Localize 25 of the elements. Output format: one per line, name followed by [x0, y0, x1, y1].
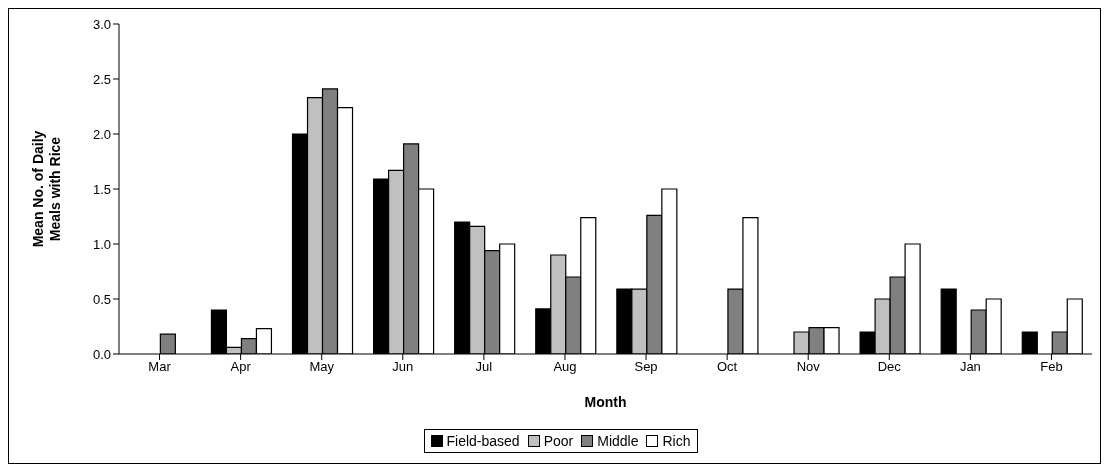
y-tick-label: 0.0: [92, 346, 111, 362]
legend-label: Field-based: [446, 433, 520, 449]
y-tick-label: 2.5: [92, 71, 111, 87]
x-tick-label: Aug: [553, 359, 577, 375]
legend-label: Middle: [597, 433, 639, 449]
x-tick-label: Jun: [392, 359, 414, 375]
y-tick-label: 1.0: [92, 236, 111, 252]
y-axis-title: Mean No. of Daily Meals with Rice: [30, 130, 63, 248]
x-tick-label: Nov: [796, 359, 821, 375]
x-tick-label: Apr: [230, 359, 252, 375]
x-axis-title: Month: [584, 394, 627, 410]
x-tick-label: Sep: [634, 359, 658, 375]
legend-label: Rich: [662, 433, 691, 449]
x-tick-label: Dec: [877, 359, 902, 375]
y-tick-label: 1.5: [92, 181, 111, 197]
x-tick-label: Jul: [475, 359, 493, 375]
x-tick-label: Jan: [959, 359, 981, 375]
x-tick-label: Oct: [717, 359, 738, 375]
y-tick-label: 3.0: [92, 16, 111, 32]
y-tick-label: 0.5: [92, 291, 111, 307]
y-tick-label: 2.0: [92, 126, 111, 142]
x-tick-label: Feb: [1040, 359, 1063, 375]
x-tick-label: Mar: [148, 359, 172, 375]
legend-label: Poor: [543, 433, 574, 449]
x-tick-label: May: [309, 359, 335, 375]
